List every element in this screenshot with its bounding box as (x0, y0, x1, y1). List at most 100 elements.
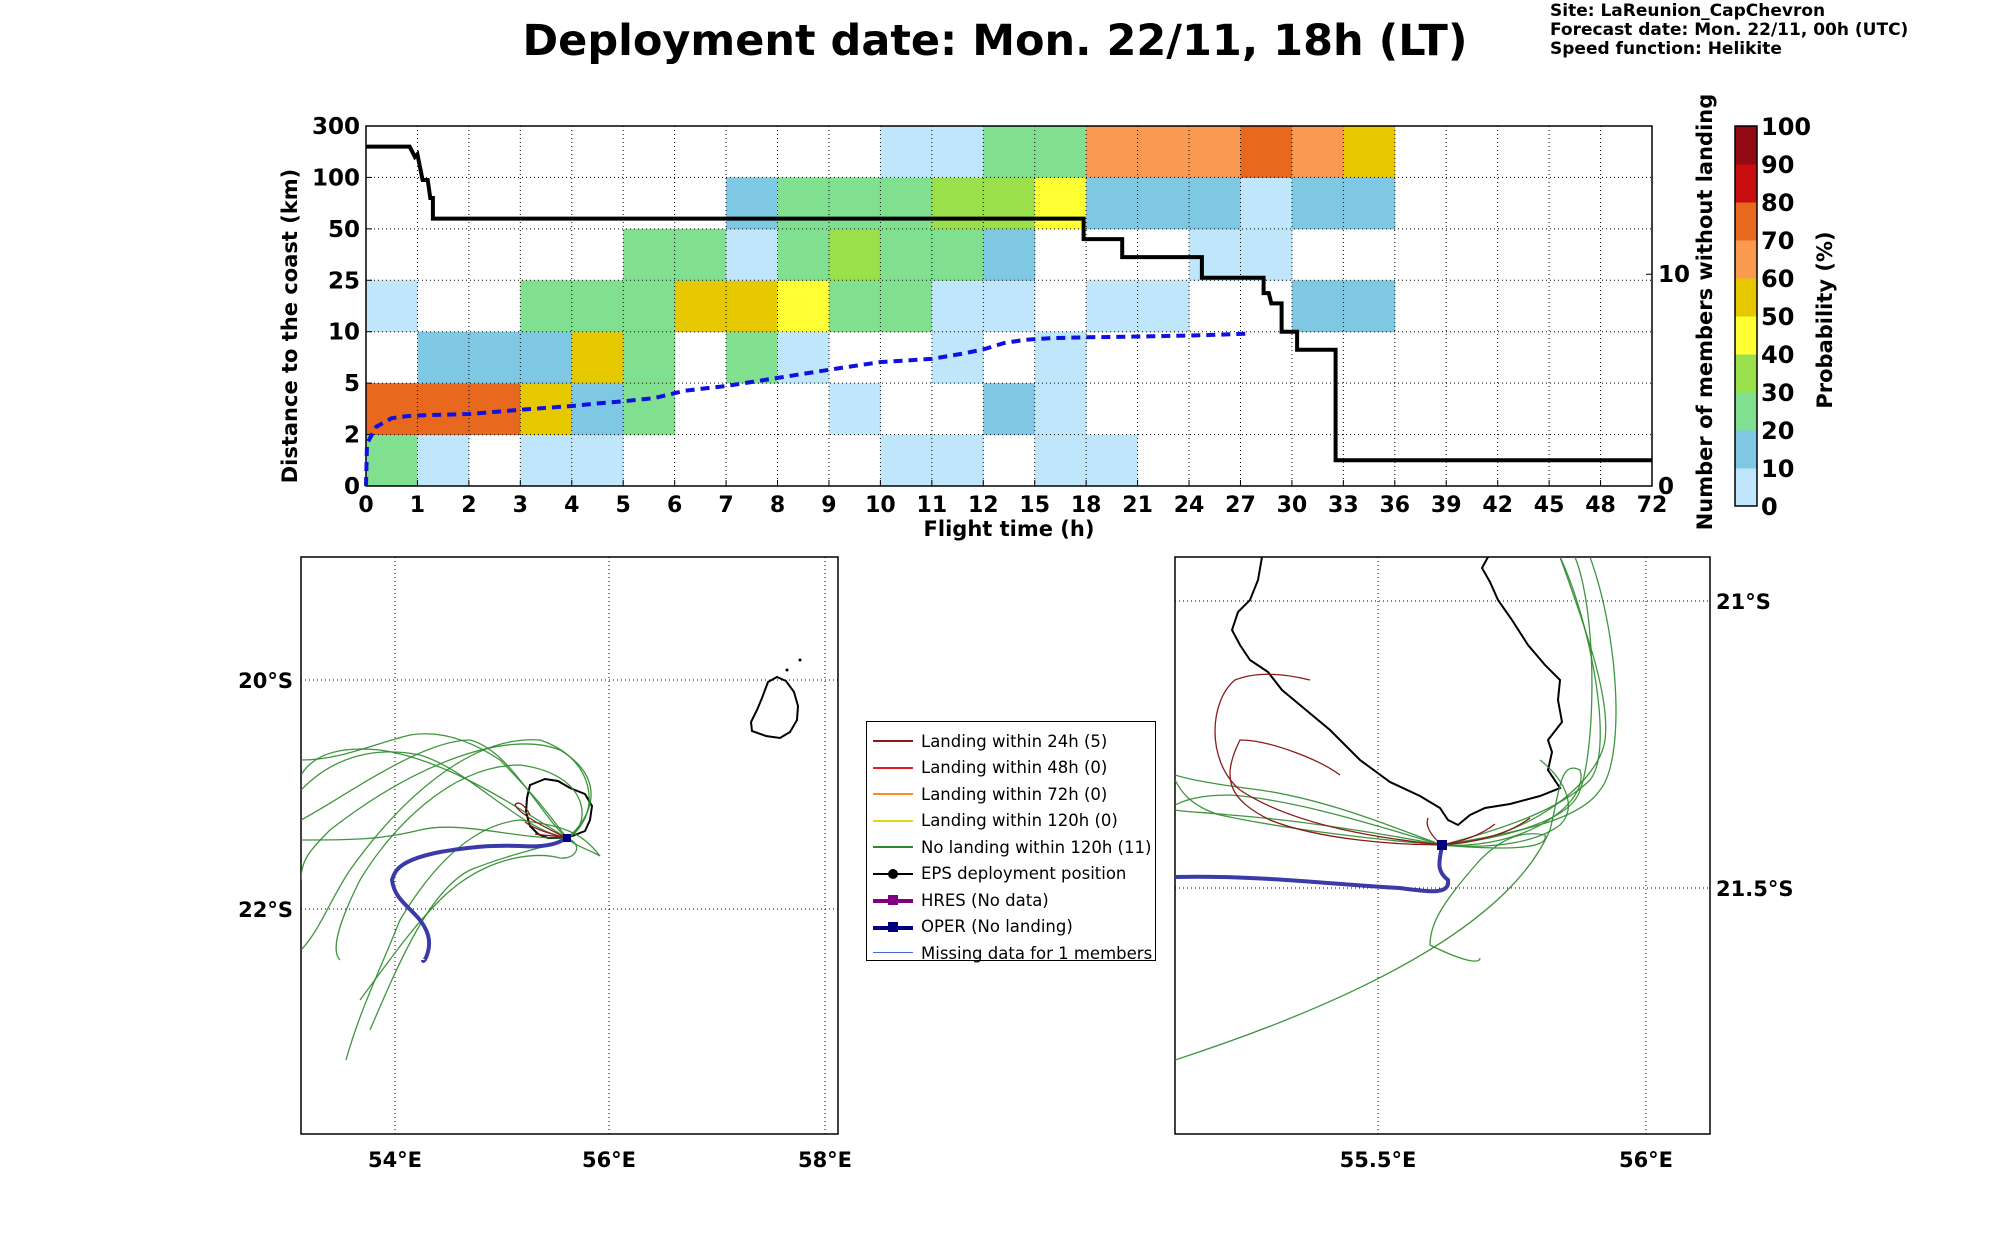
legend-item: OPER (No landing) (873, 914, 1149, 941)
no-landing-trajectory (1441, 557, 1593, 846)
y-tick-label: 300 (312, 114, 360, 140)
site-label: Site: LaReunion_CapChevron (1550, 1, 1826, 21)
heatmap-cell (571, 331, 624, 384)
heatmap-cell (571, 280, 624, 333)
y2-tick-label: 0 (1658, 474, 1674, 500)
site-info: Site: LaReunion_CapChevron Forecast date… (1550, 2, 1908, 59)
x-tick-label: 10 (865, 493, 896, 518)
heatmap-cell (623, 383, 676, 436)
legend-item: Landing within 72h (0) (873, 781, 1149, 808)
heatmap-cell (366, 280, 418, 333)
legend-label: No landing within 120h (11) (921, 837, 1152, 857)
heatmap-cell (1189, 177, 1241, 230)
colorbar-segment (1735, 316, 1757, 355)
y2-tick-label: 10 (1658, 262, 1690, 288)
heatmap-cell (828, 280, 881, 333)
legend-marker (888, 921, 898, 932)
x-tick-label: 30 (1277, 493, 1308, 518)
heatmap-cell (1343, 126, 1396, 178)
heatmap-cell (931, 177, 984, 230)
no-landing-trajectory (1175, 774, 1443, 846)
legend-item: EPS deployment position (873, 861, 1149, 888)
legend-symbol (873, 811, 913, 831)
x-tick-label: 4 (564, 493, 579, 518)
legend-label: Landing within 48h (0) (921, 758, 1108, 778)
heatmap-cell (366, 434, 418, 487)
colorbar-segment (1735, 392, 1757, 431)
heatmap-cell (880, 177, 933, 230)
legend-line (873, 846, 913, 849)
colorbar-segment (1735, 202, 1757, 241)
median-distance-line (366, 144, 1652, 463)
heatmap-cell (1343, 177, 1396, 230)
islet (785, 668, 789, 672)
heatmap-cell (828, 383, 881, 436)
heatmap-cell (571, 383, 624, 436)
legend-item: Landing within 120h (0) (873, 808, 1149, 835)
colorbar-segment (1735, 354, 1757, 393)
heatmap-cell (777, 177, 830, 230)
heatmap-cell (1240, 228, 1293, 281)
latitude-label: 21.5°S (1716, 877, 1793, 901)
heatmap-cell (1137, 126, 1190, 178)
x-tick-label: 12 (968, 493, 999, 518)
map-content (1175, 557, 1617, 1061)
no-landing-trajectory (1175, 779, 1443, 846)
x-tick-label: 6 (667, 493, 682, 518)
heatmap-cell (417, 383, 470, 436)
x-tick-label: 42 (1482, 493, 1513, 518)
legend-label: Landing within 24h (5) (921, 731, 1108, 751)
x-tick-label: 8 (770, 493, 785, 518)
chart-title: Deployment date: Mon. 22/11, 18h (LT) (522, 16, 1468, 66)
heatmap-cell (828, 177, 881, 230)
landing-24h-trajectory (514, 802, 568, 839)
y-tick-label: 50 (328, 217, 360, 243)
no-landing-trajectory (301, 739, 590, 951)
legend-symbol (873, 731, 913, 751)
heatmap-cell (931, 126, 984, 178)
heatmap-cell (1291, 177, 1344, 230)
heatmap-cell (366, 383, 418, 436)
heatmap-cell (1034, 434, 1087, 487)
x-tick-label: 2 (461, 493, 476, 518)
legend-line (873, 793, 913, 796)
x-tick-label: 11 (917, 493, 948, 518)
x-tick-label: 3 (513, 493, 528, 518)
heatmap-cell (1240, 177, 1293, 230)
heatmap-cell (1343, 280, 1396, 333)
heatmap-cell (1034, 383, 1087, 436)
legend-line (873, 766, 913, 769)
colorbar-tick-label: 50 (1761, 303, 1794, 331)
heatmap-cell (674, 280, 727, 333)
colorbar-tick-label: 40 (1761, 341, 1794, 369)
legend-item: HRES (No data) (873, 887, 1149, 914)
reunion-coastline (1230, 557, 1564, 827)
y-tick-label: 2 (344, 423, 360, 449)
latitude-label: 20°S (238, 669, 293, 693)
colorbar-tick-label: 30 (1761, 379, 1794, 407)
regional-map: 54°E 56°E 58°E 20°S 22°S (238, 556, 852, 1172)
heatmap-cell (983, 177, 1036, 230)
heatmap-cell (520, 434, 573, 487)
x-tick-label: 72 (1637, 493, 1668, 518)
trajectory-legend: Landing within 24h (5) Landing within 48h… (866, 721, 1156, 963)
legend-marker (888, 895, 898, 906)
longitude-label: 56°E (582, 1148, 636, 1172)
no-landing-trajectory (1429, 833, 1546, 962)
heatmap-cell (468, 331, 521, 384)
heatmap-cell (417, 331, 470, 384)
heatmap-cell (1189, 126, 1241, 178)
y-axis-label: Distance to the coast (km) (278, 169, 302, 484)
legend-symbol (873, 758, 913, 778)
heatmap-cell (983, 383, 1036, 436)
legend-symbol (873, 943, 913, 963)
no-landing-trajectory (301, 826, 568, 841)
heatmap-cell (1240, 126, 1293, 178)
x-tick-label: 24 (1174, 493, 1205, 518)
colorbar-segment (1735, 240, 1757, 279)
colorbar-tick-label: 0 (1761, 493, 1778, 521)
oper-deployment-marker (563, 834, 571, 842)
colorbar-frame (1734, 125, 1758, 507)
heatmap-cell (1034, 126, 1087, 178)
